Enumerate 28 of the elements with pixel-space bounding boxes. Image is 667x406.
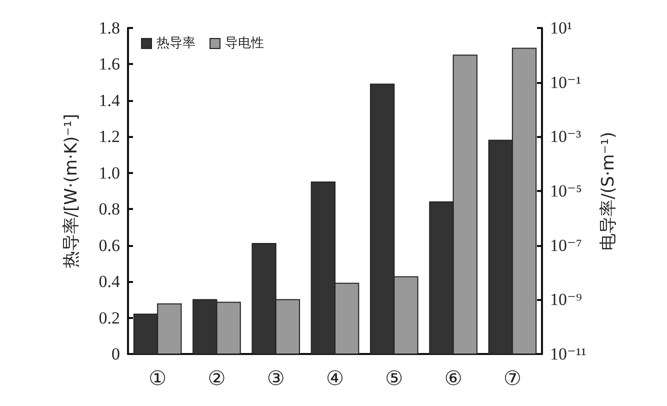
y2-tick-label: 10⁻⁵ — [550, 182, 582, 200]
y2-tick-label: 10¹ — [550, 18, 572, 38]
y2-tick-label: 10⁻⁹ — [550, 290, 582, 310]
legend-label: 热导率 — [156, 35, 196, 51]
y-tick-label: 0.8 — [98, 200, 120, 219]
legend-label: 导电性 — [225, 36, 264, 51]
y2-tick-label: 10⁻⁷ — [550, 236, 582, 255]
y-tick-label: 1.8 — [98, 18, 120, 38]
y-tick-label: 1.2 — [98, 127, 120, 146]
x-tick-label: ① — [148, 366, 167, 390]
y2-tick-label: 10⁻¹¹ — [550, 344, 586, 364]
y2-tick-label: 10⁻³ — [550, 127, 582, 146]
y-tick-label: 0.6 — [98, 236, 120, 255]
x-tick-label: ⑤ — [385, 366, 404, 390]
x-tick-label: ② — [208, 366, 226, 390]
y-tick-label: 1.4 — [98, 90, 120, 110]
y-axis-title: 热导率/[W·(m·K)⁻¹] — [62, 114, 82, 268]
y-tick-label: 0 — [112, 344, 120, 364]
x-tick-label: ⑥ — [444, 366, 462, 390]
x-tick-label: ③ — [266, 366, 285, 390]
y2-axis-title: 电导率/(S·m⁻¹) — [598, 132, 618, 250]
x-tick-label: ④ — [326, 366, 344, 390]
y2-tick-label: 10⁻¹ — [550, 72, 582, 92]
y-tick-label: 1.6 — [98, 54, 120, 74]
y-tick-label: 0.4 — [98, 272, 120, 292]
x-tick-label: ⑦ — [503, 366, 522, 390]
y-tick-label: 0.2 — [98, 308, 120, 328]
y-tick-label: 1.0 — [98, 163, 120, 182]
